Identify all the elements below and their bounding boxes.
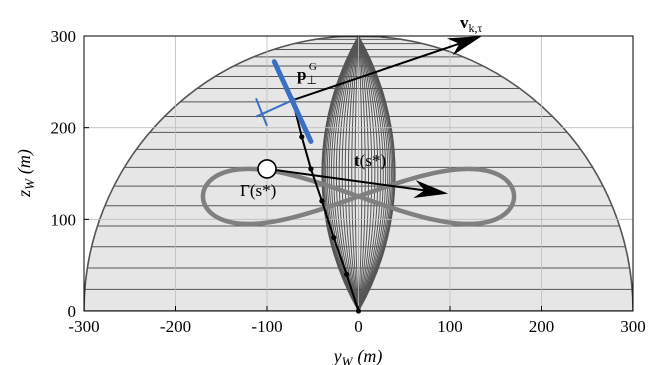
y-tick-label: 100 (51, 210, 77, 229)
meridian-line (358, 36, 373, 311)
meridian-line (358, 36, 363, 311)
annotation-velocity: vk,τ (460, 13, 483, 35)
x-tick-label: 200 (529, 317, 555, 336)
x-axis-label: yW (m) (332, 346, 383, 365)
y-tick-label: 0 (68, 302, 77, 321)
meridian-line (358, 36, 391, 311)
meridian-line (321, 36, 359, 311)
tether-node (331, 235, 337, 241)
meridian-line (358, 36, 392, 311)
x-tick-label: -100 (251, 317, 282, 336)
y-tick-label: 200 (51, 119, 77, 138)
x-tick-label: -300 (68, 317, 99, 336)
meridian-line (358, 36, 387, 311)
meridian-line (358, 36, 376, 311)
closest-point-marker (257, 159, 277, 179)
meridian-line (344, 36, 359, 311)
annotations: vk,τ p⊥G t(s*) Γ(s*) (240, 13, 483, 200)
tether-node (355, 308, 362, 314)
meridian-line (341, 36, 359, 311)
meridian-line (354, 36, 359, 311)
tangent-vector-shaft (266, 167, 425, 192)
tether-node (308, 166, 314, 172)
tangent-vector-head (413, 180, 449, 198)
x-tick-label: -200 (160, 317, 191, 336)
meridian-line (351, 36, 359, 311)
figure-eight-path (200, 166, 517, 227)
tether-node (299, 134, 305, 140)
meridian-line (325, 36, 359, 311)
series-layer (200, 36, 517, 314)
meridian-line (326, 36, 359, 311)
annotation-gamma: Γ(s*) (240, 181, 276, 200)
y-tick-label: 300 (51, 27, 77, 46)
annotation-tangent: t(s*) (354, 151, 386, 170)
meridian-line (358, 36, 384, 311)
x-tick-label: 0 (354, 317, 363, 336)
meridian-line (358, 36, 379, 311)
aircraft-position (289, 97, 296, 104)
tether-node (319, 198, 325, 204)
meridian-line (358, 36, 389, 311)
annotation-perp: p⊥G (297, 61, 317, 87)
meridian-line (358, 36, 382, 311)
meridian-line (338, 36, 359, 311)
y-axis-label: zW(m) (14, 149, 37, 198)
meridian-line (358, 36, 370, 311)
meridian-line (323, 36, 359, 311)
tether-node (344, 271, 350, 277)
x-tick-label: 300 (620, 317, 646, 336)
hemisphere-grid-lines (84, 36, 633, 311)
x-tick-label: 100 (437, 317, 463, 336)
velocity-vector-shaft (292, 42, 460, 102)
aircraft-tail (255, 97, 268, 127)
axis-ticks: -300 -200 -100 0 100 200 300 0 100 200 300 (51, 27, 646, 336)
meridian-line (347, 36, 359, 311)
velocity-vector-head (446, 36, 483, 56)
meridian-line (358, 36, 366, 311)
